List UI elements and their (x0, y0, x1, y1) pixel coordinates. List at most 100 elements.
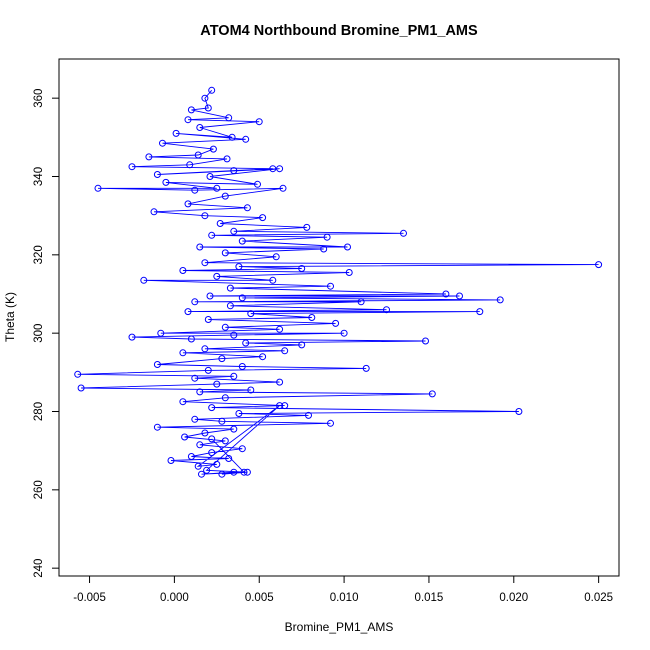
data-point (228, 133, 236, 141)
data-point (218, 417, 226, 425)
data-point (226, 284, 234, 292)
data-point (332, 319, 340, 327)
data-point (191, 298, 199, 306)
data-point (153, 171, 161, 178)
data-point (74, 370, 82, 378)
data-point (442, 290, 450, 298)
data-point (77, 384, 85, 392)
data-point (198, 470, 205, 478)
data-point (230, 425, 238, 433)
data-point (357, 298, 365, 306)
y-tick-label: 260 (33, 480, 45, 499)
data-point (323, 233, 331, 241)
data-point (194, 462, 202, 470)
x-tick-label: -0.005 (73, 592, 106, 604)
data-point (269, 276, 277, 284)
data-point (221, 249, 229, 257)
y-tick-label: 360 (33, 89, 45, 108)
x-axis: -0.005 0.000 0.005 0.010 0.015 0.020 0.025 (73, 575, 613, 604)
data-point (191, 374, 199, 382)
y-tick-label: 320 (33, 245, 45, 264)
data-point (208, 231, 216, 239)
data-point (196, 243, 204, 251)
plot-area (58, 58, 620, 577)
data-point (240, 468, 248, 476)
y-tick-label: 300 (33, 324, 45, 343)
y-tick-label: 240 (33, 559, 45, 578)
data-point (209, 145, 217, 153)
data-point (184, 116, 192, 124)
data-point (243, 204, 251, 212)
data-point (204, 366, 212, 374)
data-point (276, 165, 284, 173)
data-point (128, 333, 136, 341)
data-point (196, 441, 204, 449)
data-point (128, 163, 136, 171)
data-point (345, 269, 353, 276)
data-point (281, 402, 289, 410)
data-point (191, 415, 199, 423)
data-point (208, 435, 216, 443)
x-tick-label: 0.015 (415, 592, 444, 604)
data-point (221, 192, 229, 200)
data-point (203, 466, 211, 474)
data-point (187, 453, 195, 460)
data-point (94, 184, 102, 192)
data-point (162, 178, 170, 186)
data-point (226, 302, 234, 310)
data-point (308, 314, 316, 321)
data-point (327, 282, 334, 290)
chart-title: ATOM4 Northbound Bromine_PM1_AMS (200, 23, 478, 39)
data-point (153, 361, 161, 368)
data-point (255, 118, 263, 126)
data-point (428, 390, 436, 398)
data-point (201, 345, 209, 353)
data-point (216, 220, 224, 227)
data-point (230, 227, 238, 235)
data-point (181, 433, 189, 441)
data-point (204, 316, 212, 323)
data-point (456, 292, 463, 300)
data-point (247, 386, 255, 394)
data-point (279, 184, 287, 192)
data-point (201, 94, 209, 102)
data-point (223, 155, 231, 163)
data-point (298, 341, 306, 349)
data-point (276, 378, 284, 386)
data-point (243, 468, 251, 476)
data-point (157, 329, 165, 337)
y-axis-label: Theta (K) (3, 292, 17, 342)
data-point (196, 124, 204, 131)
data-point (196, 388, 204, 396)
data-point (298, 265, 306, 272)
data-point (269, 165, 277, 173)
data-point (213, 380, 221, 388)
data-point (276, 402, 284, 410)
data-point (218, 355, 226, 363)
series-lines (77, 90, 599, 475)
x-tick-label: 0.000 (160, 592, 189, 604)
data-point (225, 455, 233, 462)
data-point (344, 243, 351, 251)
x-tick-label: 0.010 (330, 592, 359, 604)
data-point (327, 419, 334, 427)
data-point (340, 329, 348, 337)
data-point (476, 308, 484, 316)
data-point (242, 339, 250, 347)
data-point (179, 349, 187, 357)
data-point (213, 272, 221, 280)
data-point (194, 151, 202, 159)
data-point (150, 208, 158, 216)
data-point (305, 411, 312, 419)
data-point (159, 139, 166, 147)
data-point (179, 398, 187, 406)
data-point (213, 184, 221, 192)
data-point (221, 323, 229, 331)
data-point (235, 263, 243, 271)
data-point (208, 449, 216, 457)
data-point (238, 237, 246, 245)
data-point (167, 457, 175, 464)
data-point (201, 429, 209, 437)
data-point (179, 267, 187, 274)
